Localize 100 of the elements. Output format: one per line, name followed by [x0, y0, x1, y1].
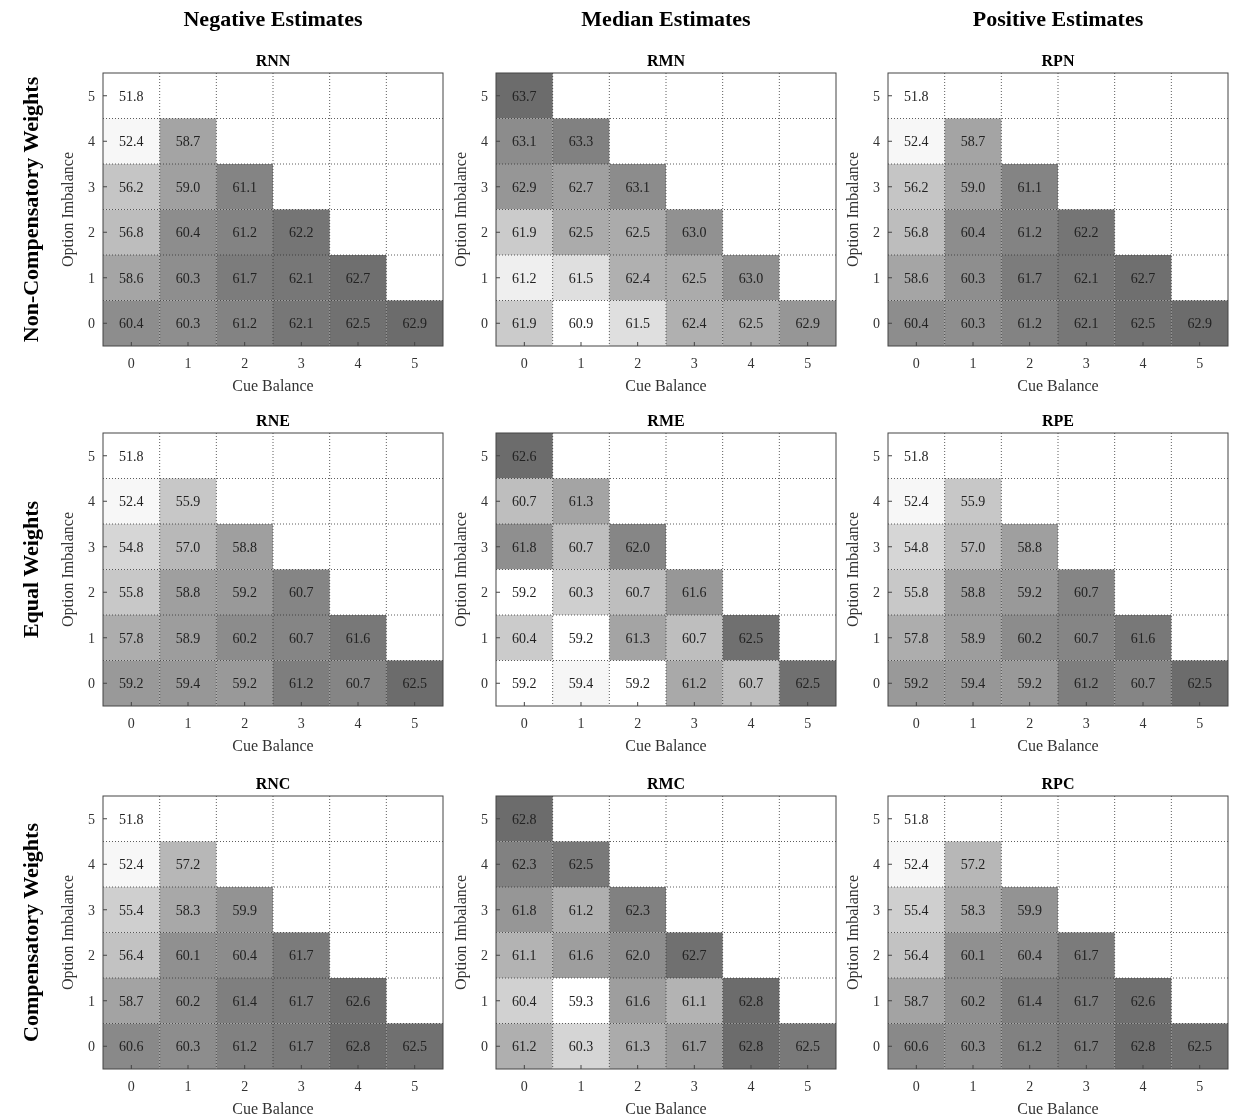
x-tick-label: 2	[241, 716, 249, 731]
data-label: 59.3	[568, 993, 594, 1009]
data-label: 61.3	[625, 630, 650, 646]
data-label: 61.2	[1074, 676, 1099, 692]
y-tick-label: 2	[88, 225, 95, 241]
x-tick-label: 2	[634, 1079, 642, 1094]
x-tick-label: 3	[690, 356, 698, 371]
data-label: 61.3	[568, 494, 594, 510]
data-label: 60.3	[960, 1039, 986, 1055]
y-tick-label: 3	[873, 179, 880, 195]
x-axis-title: Cue Balance	[1017, 737, 1099, 754]
data-label: 62.4	[682, 316, 707, 332]
data-label: 62.9	[795, 316, 820, 332]
data-label: 61.1	[1017, 179, 1042, 195]
data-label: 62.3	[512, 857, 537, 873]
data-label: 60.2	[232, 630, 257, 646]
x-tick-label: 0	[520, 716, 528, 731]
data-label: 60.4	[1017, 948, 1042, 964]
y-tick-label: 0	[88, 676, 95, 692]
data-label: 59.2	[512, 676, 537, 692]
data-label: 62.5	[568, 225, 594, 241]
x-tick-label: 0	[520, 356, 528, 371]
y-tick-label: 3	[481, 902, 488, 918]
y-tick-label: 1	[481, 270, 488, 286]
y-tick-label: 5	[873, 448, 880, 464]
data-label: 62.5	[795, 676, 820, 692]
x-tick-label: 3	[297, 716, 305, 731]
chart-subtitle: RNN	[255, 52, 291, 69]
data-label: 62.5	[682, 270, 707, 286]
data-label: 54.8	[904, 539, 929, 555]
data-label: 62.1	[289, 316, 314, 332]
y-tick-label: 0	[873, 1039, 880, 1055]
data-label: 62.6	[1130, 993, 1156, 1009]
data-label: 61.2	[232, 225, 257, 241]
x-tick-label: 3	[690, 716, 698, 731]
y-axis-title: Option Imbalance	[452, 874, 470, 991]
data-label: 55.8	[904, 585, 929, 601]
data-label: 61.6	[1130, 630, 1156, 646]
data-label: 52.4	[904, 134, 929, 150]
data-label: 61.4	[232, 993, 257, 1009]
x-tick-label: 2	[634, 356, 642, 371]
data-label: 61.7	[682, 1039, 707, 1055]
data-label: 62.2	[289, 225, 314, 241]
y-tick-label: 5	[481, 811, 488, 827]
data-label: 62.3	[625, 902, 650, 918]
y-tick-label: 3	[481, 539, 488, 555]
data-label: 63.1	[512, 134, 537, 150]
data-label: 61.7	[1074, 1039, 1099, 1055]
data-label: 60.7	[1074, 585, 1099, 601]
x-tick-label: 1	[184, 716, 192, 731]
x-tick-label: 0	[127, 1079, 135, 1094]
x-tick-label: 4	[747, 716, 755, 731]
data-label: 63.7	[512, 88, 537, 104]
x-axis-title: Cue Balance	[625, 737, 707, 754]
x-tick-label: 0	[127, 356, 135, 371]
data-label: 60.7	[682, 630, 707, 646]
data-label: 61.7	[1017, 270, 1042, 286]
y-tick-label: 3	[873, 902, 880, 918]
data-label: 62.8	[345, 1039, 371, 1055]
text: Non-Compensatory Weights	[18, 76, 43, 343]
data-label: 60.6	[119, 1039, 144, 1055]
data-label: 61.7	[289, 1039, 314, 1055]
data-label: 59.2	[568, 630, 594, 646]
data-label: 59.0	[960, 179, 986, 195]
data-label: 62.6	[512, 448, 537, 464]
data-label: 61.6	[625, 993, 650, 1009]
data-label: 58.7	[175, 134, 201, 150]
x-tick-label: 1	[184, 356, 192, 371]
y-tick-label: 0	[88, 1039, 95, 1055]
data-label: 62.8	[738, 1039, 764, 1055]
data-label: 60.7	[289, 630, 314, 646]
data-label: 60.3	[175, 1039, 201, 1055]
y-tick-label: 1	[88, 630, 95, 646]
x-axis-title: Cue Balance	[625, 377, 707, 394]
data-label: 54.8	[119, 539, 144, 555]
x-axis-title: Cue Balance	[1017, 1100, 1099, 1116]
x-tick-label: 0	[912, 716, 920, 731]
x-tick-label: 5	[1196, 356, 1204, 371]
data-label: 60.3	[960, 270, 986, 286]
data-label: 62.5	[1187, 1039, 1212, 1055]
data-label: 61.6	[345, 630, 371, 646]
y-tick-label: 2	[481, 948, 488, 964]
data-label: 61.6	[568, 948, 594, 964]
data-label: 61.2	[1017, 225, 1042, 241]
data-label: 62.5	[795, 1039, 820, 1055]
y-tick-label: 4	[88, 494, 95, 510]
y-axis-title: Option Imbalance	[844, 874, 862, 991]
data-label: 60.4	[904, 316, 929, 332]
x-tick-label: 2	[241, 356, 249, 371]
data-label: 57.0	[175, 539, 201, 555]
data-label: 58.7	[904, 993, 929, 1009]
y-tick-label: 1	[88, 993, 95, 1009]
data-label: 60.4	[960, 225, 986, 241]
data-label: 62.5	[1130, 316, 1156, 332]
data-label: 57.0	[960, 539, 986, 555]
data-label: 61.2	[1017, 316, 1042, 332]
data-label: 60.7	[568, 539, 594, 555]
chart-title: RPC	[1041, 775, 1075, 792]
data-label: 61.3	[625, 1039, 650, 1055]
data-label: 60.4	[512, 630, 537, 646]
